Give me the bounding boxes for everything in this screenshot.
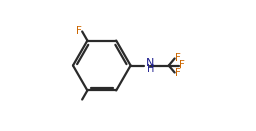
Text: N: N bbox=[145, 58, 154, 68]
Text: F: F bbox=[76, 26, 81, 36]
Text: F: F bbox=[179, 61, 185, 70]
Text: F: F bbox=[175, 53, 181, 64]
Text: H: H bbox=[147, 64, 155, 74]
Text: F: F bbox=[175, 67, 181, 78]
